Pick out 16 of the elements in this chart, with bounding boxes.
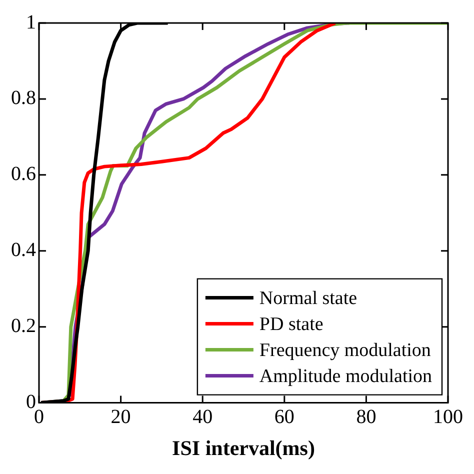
x-tick-label: 60 [274, 406, 294, 428]
x-axis-title: ISI interval(ms) [172, 436, 315, 460]
legend-label: PD state [259, 314, 324, 335]
legend-label: Amplitude modulation [259, 366, 432, 387]
y-tick-label: 0.6 [11, 163, 36, 186]
y-tick-label: 0.4 [11, 239, 36, 262]
legend-label: Normal state [259, 288, 358, 309]
legend-label: Frequency modulation [259, 340, 432, 361]
y-tick-label: 0.2 [11, 315, 36, 338]
x-tick-label: 40 [192, 406, 213, 428]
y-tick-label: 0.8 [11, 87, 36, 110]
x-tick-label: 100 [433, 406, 463, 428]
y-tick-label: 0 [26, 391, 36, 414]
x-tick-label: 20 [110, 406, 131, 428]
y-tick-label: 1 [26, 11, 36, 34]
x-tick-label: 80 [356, 406, 376, 428]
